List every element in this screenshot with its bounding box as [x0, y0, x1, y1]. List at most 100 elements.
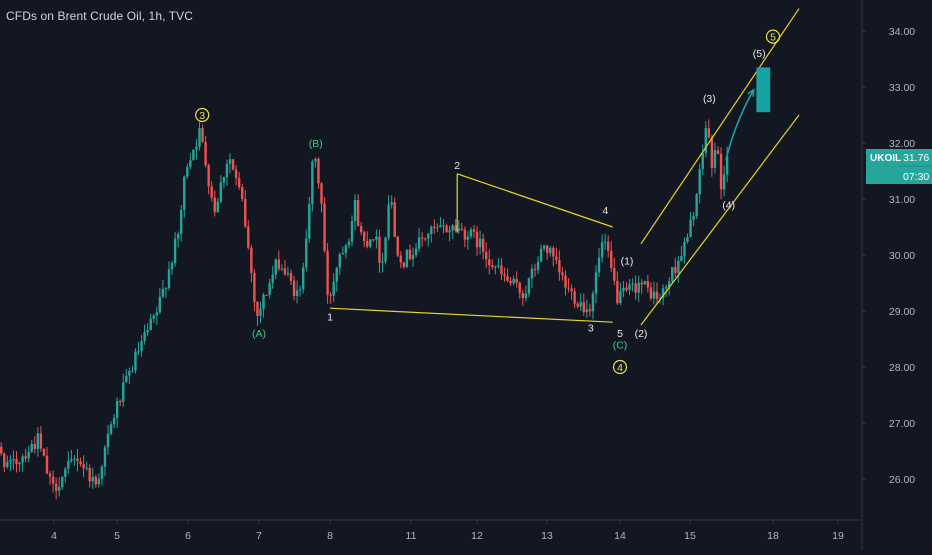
candle-body — [186, 167, 189, 177]
candle-body — [707, 128, 711, 138]
x-tick-label: 15 — [684, 530, 696, 542]
candle-body — [283, 268, 287, 275]
candle-body — [457, 228, 460, 231]
candle-body — [85, 468, 88, 470]
candle-body — [384, 237, 387, 262]
wave-label: 3 — [199, 110, 205, 122]
candle-body — [652, 291, 656, 299]
candle-body — [372, 239, 375, 241]
candle-body — [225, 163, 229, 178]
candle-body — [222, 177, 226, 183]
candle-body — [176, 233, 180, 239]
candle-body — [338, 254, 341, 268]
arrow-head — [747, 88, 755, 97]
candle-body — [45, 455, 49, 474]
candle-body — [399, 255, 402, 263]
candle-body — [390, 202, 393, 205]
candle-body — [292, 280, 296, 296]
candle-body — [97, 478, 101, 485]
candle-body — [417, 237, 421, 249]
candle-body — [625, 287, 628, 290]
candle-body — [518, 282, 521, 293]
candle-body — [369, 239, 372, 247]
candle-body — [91, 476, 94, 482]
candle-body — [427, 233, 430, 239]
candle-body — [597, 257, 601, 273]
candle-body — [451, 225, 454, 231]
candle-body — [710, 137, 714, 168]
candle-body — [500, 265, 503, 275]
candle-body — [494, 266, 497, 268]
wave-label: (C) — [613, 339, 628, 351]
candle-body — [143, 332, 146, 341]
candle-body — [36, 433, 40, 450]
candle-body — [725, 156, 729, 175]
candle-body — [521, 292, 524, 298]
candle-body — [51, 476, 55, 484]
x-tick-label: 8 — [327, 530, 333, 542]
candle-body — [530, 268, 534, 279]
candle-body — [353, 200, 357, 222]
wave-label-circle — [612, 359, 628, 375]
candle-body — [146, 330, 149, 333]
candle-body — [180, 210, 183, 234]
candle-body — [277, 259, 280, 269]
y-tick-label: 30.00 — [889, 250, 915, 262]
candle-body — [475, 231, 479, 248]
candle-body — [439, 225, 442, 228]
candle-body — [643, 281, 646, 285]
candle-body — [115, 400, 119, 418]
y-tick-label: 29.00 — [889, 306, 915, 318]
y-tick-label: 27.00 — [889, 418, 915, 430]
channel-lower-line — [640, 114, 800, 326]
candle-body — [158, 296, 162, 313]
candle-body — [695, 194, 698, 217]
wave-label: 2 — [454, 160, 460, 172]
candle-body — [326, 250, 329, 295]
candle-body — [122, 382, 125, 402]
candle-body — [424, 238, 427, 240]
candle-body — [680, 255, 683, 261]
projection-arrow — [725, 89, 755, 160]
candle-body — [314, 158, 317, 162]
candle-body — [619, 291, 622, 304]
x-tick-label: 6 — [185, 530, 191, 542]
candle-body — [436, 227, 439, 229]
candle-body — [308, 204, 311, 239]
x-tick-label: 19 — [832, 530, 844, 542]
candle-body — [472, 229, 476, 232]
candle-body — [210, 186, 213, 198]
wave-label: (A) — [252, 328, 266, 340]
candle-body — [73, 458, 76, 460]
candle-body — [109, 424, 113, 434]
candle-body — [164, 287, 168, 289]
candle-body — [552, 247, 555, 257]
candle-body — [564, 275, 567, 288]
candle-body — [713, 150, 717, 168]
x-tick-label: 11 — [406, 530, 417, 542]
candle-body — [27, 451, 30, 459]
candle-body — [311, 161, 314, 205]
symbol-label: UKOIL — [870, 153, 901, 164]
candle-body — [149, 318, 152, 331]
candle-body — [170, 263, 174, 270]
candle-body — [33, 443, 36, 450]
candle-body — [527, 278, 531, 294]
candle-body — [259, 308, 262, 317]
candle-body — [405, 249, 409, 267]
candle-body — [549, 247, 552, 253]
candle-body — [539, 248, 543, 262]
candle-body — [317, 158, 320, 184]
candle-body — [378, 236, 381, 263]
candle-body — [704, 128, 707, 153]
candle-body — [3, 453, 6, 467]
candle-body — [649, 287, 653, 299]
candle-body — [94, 476, 97, 485]
y-tick-label: 34.00 — [889, 26, 915, 38]
candle-body — [6, 461, 9, 467]
candle-body — [414, 248, 418, 256]
candle-body — [280, 268, 284, 270]
wave-label: 5 — [617, 328, 623, 340]
